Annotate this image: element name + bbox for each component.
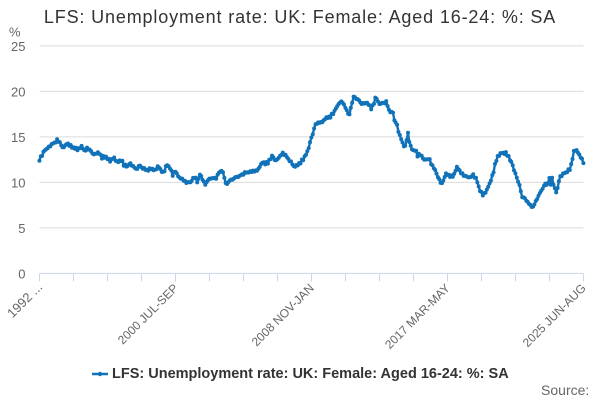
svg-text:5: 5	[18, 221, 25, 236]
svg-text:25: 25	[11, 39, 25, 54]
svg-text:%: %	[9, 25, 21, 40]
svg-text:Source:: Source:	[541, 382, 589, 398]
svg-text:0: 0	[18, 267, 25, 282]
svg-text:20: 20	[11, 85, 25, 100]
svg-text:10: 10	[11, 176, 25, 191]
svg-text:LFS: Unemployment rate: UK: Fe: LFS: Unemployment rate: UK: Female: Aged…	[44, 7, 556, 27]
svg-text:15: 15	[11, 130, 25, 145]
svg-text:LFS: Unemployment rate: UK: Fe: LFS: Unemployment rate: UK: Female: Aged…	[112, 366, 509, 382]
